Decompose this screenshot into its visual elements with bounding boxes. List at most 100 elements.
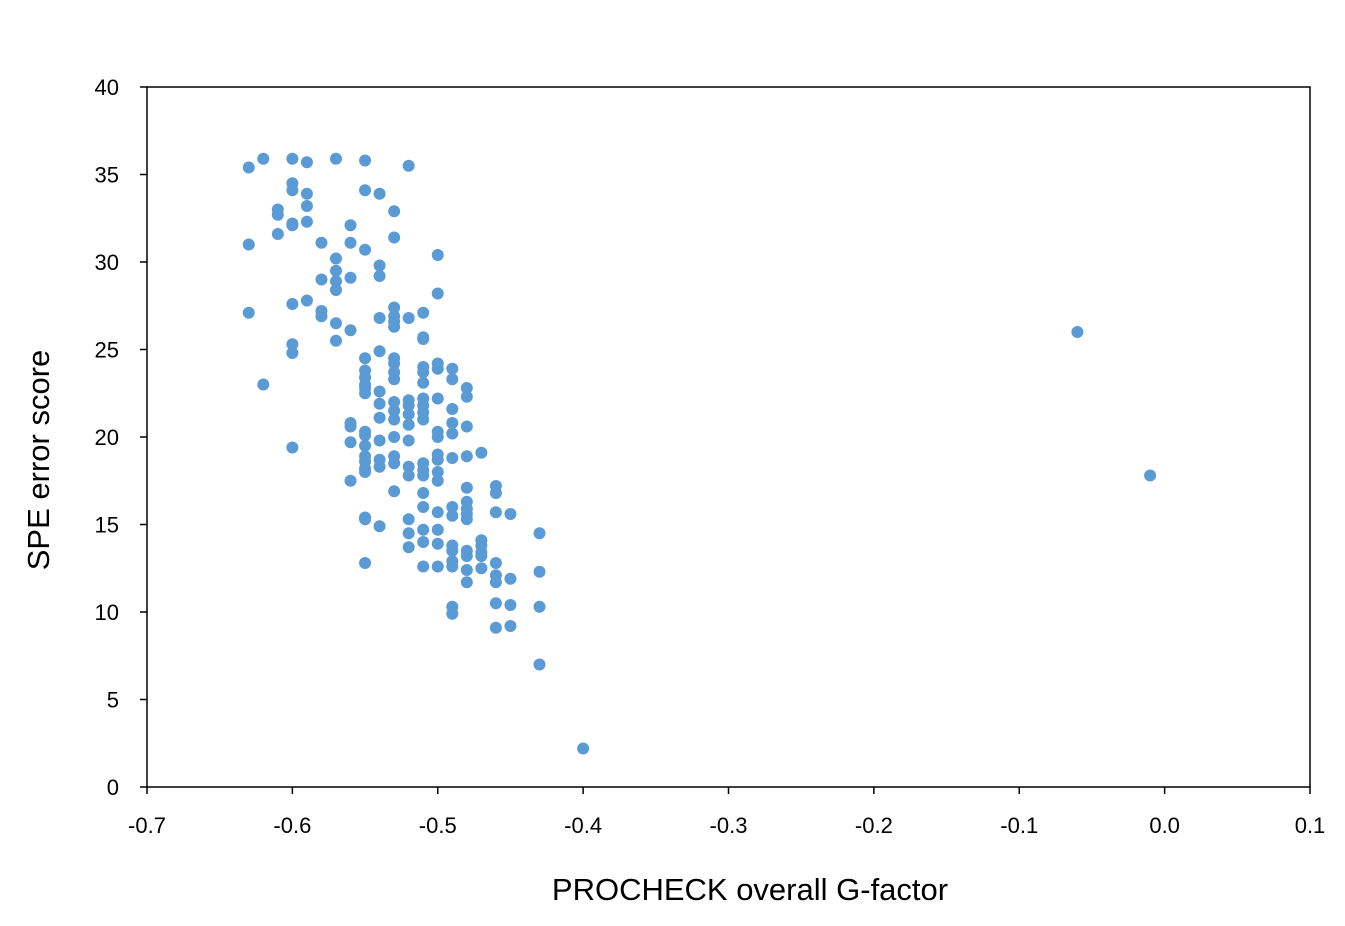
data-point — [344, 436, 357, 449]
y-tick-label: 15 — [95, 513, 119, 538]
data-point — [489, 597, 502, 610]
data-point — [460, 481, 473, 494]
y-tick-label: 20 — [95, 425, 119, 450]
data-point — [417, 366, 430, 379]
data-point — [402, 527, 415, 540]
data-point — [489, 557, 502, 569]
data-point — [460, 382, 473, 394]
data-point — [373, 187, 386, 200]
y-axis: 0 5 10 15 20 25 30 35 40 — [95, 75, 147, 800]
data-point — [286, 184, 299, 197]
data-point — [402, 159, 415, 172]
data-point — [373, 520, 386, 533]
data-point — [300, 200, 313, 212]
data-point — [329, 152, 342, 165]
y-tick-label: 40 — [95, 75, 119, 100]
data-point — [344, 271, 357, 284]
data-point — [475, 446, 488, 459]
data-point — [417, 523, 430, 536]
data-point — [417, 306, 430, 319]
data-point — [359, 429, 372, 442]
data-point — [417, 536, 430, 548]
data-point — [1071, 326, 1084, 338]
data-point — [388, 413, 401, 426]
data-point — [446, 560, 459, 573]
data-point — [257, 378, 270, 391]
x-axis: -0.7 -0.6 -0.5 -0.4 -0.3 -0.2 -0.1 0.0 0.1 — [128, 787, 1325, 838]
data-point — [344, 420, 357, 433]
data-point — [344, 219, 357, 232]
data-point — [431, 506, 444, 519]
data-point — [359, 557, 372, 569]
data-point — [446, 452, 459, 464]
data-point — [431, 362, 444, 375]
data-point — [402, 513, 415, 526]
data-point — [329, 317, 342, 330]
data-point — [359, 466, 372, 478]
data-point — [431, 287, 444, 300]
data-point — [446, 607, 459, 620]
data-point — [373, 397, 386, 410]
data-point — [373, 270, 386, 282]
data-point — [417, 413, 430, 426]
data-point — [329, 264, 342, 277]
data-point — [388, 301, 401, 314]
data-point — [242, 161, 255, 174]
data-points — [242, 152, 1157, 755]
data-point — [417, 469, 430, 482]
data-point — [300, 215, 313, 228]
data-point — [446, 427, 459, 440]
data-point — [446, 403, 459, 415]
data-point — [1144, 469, 1157, 482]
data-point — [431, 431, 444, 443]
data-point — [431, 537, 444, 550]
data-point — [315, 236, 328, 249]
data-point — [388, 320, 401, 333]
data-point — [388, 457, 401, 470]
x-tick-label: 0.0 — [1149, 813, 1180, 838]
data-point — [329, 334, 342, 347]
data-point — [388, 231, 401, 244]
data-point — [315, 310, 328, 323]
data-point — [489, 621, 502, 634]
data-point — [431, 560, 444, 573]
y-tick-label: 0 — [107, 775, 119, 800]
x-tick-label: -0.3 — [710, 813, 748, 838]
data-point — [417, 376, 430, 389]
y-tick-label: 5 — [107, 688, 119, 713]
data-point — [359, 243, 372, 256]
data-point — [431, 392, 444, 405]
data-point — [242, 306, 255, 319]
data-point — [286, 298, 299, 310]
x-tick-label: -0.5 — [419, 813, 457, 838]
data-point — [300, 156, 313, 169]
x-tick-label: -0.2 — [855, 813, 893, 838]
y-axis-title: SPE error score — [21, 350, 56, 571]
data-point — [359, 513, 372, 526]
data-point — [388, 431, 401, 443]
data-point — [475, 562, 488, 575]
data-point — [286, 152, 299, 165]
data-point — [359, 154, 372, 167]
data-point — [402, 399, 415, 412]
data-point — [402, 408, 415, 421]
x-tick-label: -0.1 — [1000, 813, 1038, 838]
data-point — [300, 187, 313, 200]
data-point — [359, 439, 372, 452]
data-point — [344, 474, 357, 487]
x-tick-label: 0.1 — [1295, 813, 1326, 838]
data-point — [417, 487, 430, 499]
data-point — [533, 600, 546, 613]
data-point — [460, 513, 473, 526]
data-point — [388, 404, 401, 417]
data-point — [257, 152, 270, 165]
x-tick-label: -0.4 — [564, 813, 602, 838]
data-point — [286, 347, 299, 359]
y-tick-label: 25 — [95, 338, 119, 363]
data-point — [504, 599, 517, 611]
data-point — [242, 238, 255, 251]
data-point — [489, 487, 502, 499]
data-point — [431, 249, 444, 261]
